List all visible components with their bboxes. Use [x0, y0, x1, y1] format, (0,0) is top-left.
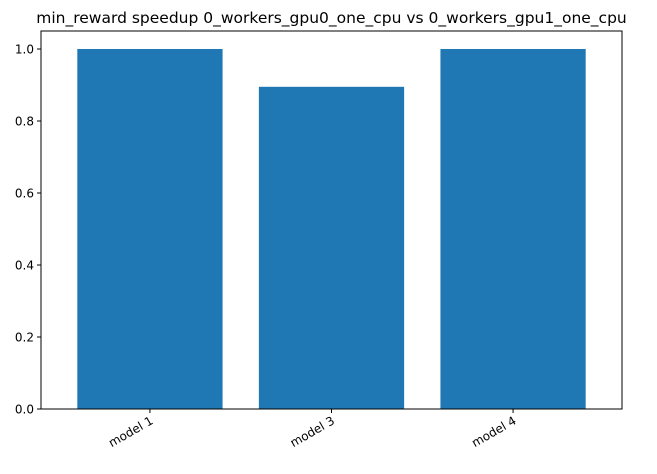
plot-frame [40, 30, 623, 410]
y-tick-label: 1.0 [15, 43, 34, 57]
y-tick-label: 0.0 [15, 403, 34, 417]
bar-model-3 [258, 86, 405, 410]
y-tick-label: 0.8 [15, 115, 34, 129]
bar-model-1 [77, 49, 223, 409]
y-tick-label: 0.2 [15, 331, 34, 345]
x-tick-label: model 3 [288, 413, 337, 450]
y-axis: 0.0 0.2 0.4 0.6 0.8 1.0 [15, 43, 41, 417]
y-tick-label: 0.4 [15, 259, 34, 273]
bars-group [77, 49, 586, 410]
x-axis: model 1 model 3 model 4 [106, 409, 519, 450]
x-tick-label: model 1 [106, 413, 155, 450]
bar-model-4 [440, 49, 586, 409]
y-tick-label: 0.6 [15, 187, 34, 201]
chart-title: min_reward speedup 0_workers_gpu0_one_cp… [36, 9, 627, 28]
x-tick-label: model 4 [469, 413, 518, 450]
